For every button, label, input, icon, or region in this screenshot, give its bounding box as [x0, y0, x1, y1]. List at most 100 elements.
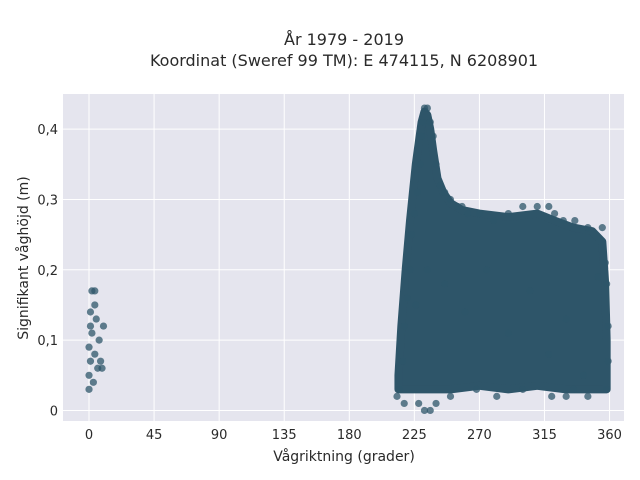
data-point [393, 392, 401, 400]
data-point [562, 392, 570, 400]
x-axis-ticks: 0 45 90 135 180 225 270 315 360 [85, 428, 622, 443]
data-point [559, 216, 567, 225]
x-tick-label: 0 [85, 428, 93, 443]
filled-regions [394, 107, 611, 394]
data-point [584, 392, 592, 400]
data-point [475, 209, 484, 218]
data-point [86, 322, 95, 330]
x-tick-label: 180 [337, 428, 362, 443]
data-point [86, 357, 95, 365]
data-point [88, 329, 96, 337]
data-point [96, 357, 105, 365]
dense-point-cloud [394, 107, 611, 394]
data-point [504, 329, 512, 337]
data-point [483, 266, 491, 274]
data-point [598, 224, 606, 232]
data-point [92, 315, 100, 323]
data-point [412, 301, 420, 309]
y-tick-label: 0,1 [37, 334, 58, 349]
data-point [604, 322, 612, 330]
y-axis-label: Signifikant våghöjd (m) [15, 176, 32, 339]
data-point [441, 188, 449, 197]
data-point [399, 357, 407, 365]
data-point [604, 357, 612, 365]
data-point [571, 216, 579, 225]
data-point [426, 406, 434, 415]
data-point [426, 118, 434, 126]
y-tick-label: 0,4 [37, 123, 58, 138]
data-point [519, 385, 527, 393]
data-point [99, 322, 108, 330]
data-point [461, 308, 469, 316]
data-point [410, 209, 418, 218]
data-point [550, 209, 559, 218]
x-tick-label: 360 [597, 428, 622, 443]
data-point [415, 399, 423, 408]
data-point [429, 132, 437, 140]
x-tick-label: 270 [467, 428, 492, 443]
data-point [584, 224, 592, 232]
data-point [436, 181, 444, 190]
data-point [423, 104, 431, 112]
data-point [400, 399, 408, 408]
data-point [569, 385, 577, 393]
data-point [526, 287, 534, 295]
data-point [594, 273, 602, 281]
data-point [85, 343, 93, 351]
chart-title-line-2: Koordinat (Sweref 99 TM): E 474115, N 62… [150, 51, 538, 70]
data-point [417, 132, 426, 140]
data-point [545, 202, 553, 211]
data-point [419, 118, 427, 126]
data-point [562, 315, 570, 323]
data-point [403, 294, 411, 302]
data-point [400, 322, 408, 330]
data-points [85, 104, 612, 415]
y-tick-label: 0 [50, 404, 58, 419]
x-tick-label: 225 [402, 428, 427, 443]
data-point [89, 378, 97, 386]
data-point [603, 280, 611, 288]
x-tick-label: 135 [272, 428, 297, 443]
data-point [432, 160, 440, 168]
data-point [504, 209, 512, 218]
y-tick-label: 0,3 [37, 193, 58, 208]
data-point [601, 259, 609, 267]
data-point [545, 350, 553, 358]
data-point [406, 266, 414, 274]
data-point [493, 392, 501, 400]
data-point [432, 399, 440, 408]
data-point [446, 195, 455, 204]
data-point [413, 188, 421, 197]
data-point [519, 202, 527, 211]
data-point [441, 280, 449, 288]
x-tick-label: 45 [146, 428, 163, 443]
chart-title-line-1: År 1979 - 2019 [284, 30, 404, 49]
data-point [464, 209, 472, 218]
x-tick-label: 90 [211, 428, 228, 443]
data-point [420, 406, 429, 415]
data-point [472, 385, 481, 393]
data-point [603, 385, 611, 393]
x-axis-label: Vågriktning (grader) [273, 448, 415, 465]
data-point [458, 202, 466, 211]
data-point [91, 301, 99, 309]
data-point [490, 216, 498, 225]
data-point [95, 336, 103, 344]
data-point [86, 308, 95, 316]
y-axis-ticks: 0 0,1 0,2 0,3 0,4 [37, 123, 58, 419]
y-tick-label: 0,2 [37, 264, 58, 279]
data-point [579, 371, 588, 379]
data-point [91, 350, 99, 358]
data-point [91, 287, 99, 295]
data-point [85, 385, 93, 393]
data-point [85, 371, 93, 379]
x-tick-label: 315 [532, 428, 557, 443]
data-point [396, 385, 404, 393]
data-point [533, 202, 541, 211]
data-point [446, 392, 455, 400]
data-point [98, 364, 106, 372]
data-point [548, 392, 556, 400]
data-point [416, 160, 424, 168]
